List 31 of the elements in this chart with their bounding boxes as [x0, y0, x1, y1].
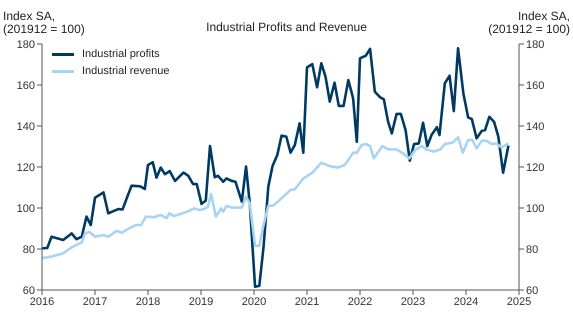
legend-label: Industrial profits: [82, 47, 160, 62]
y2-axis-title: Index SA, (201912 = 100): [488, 9, 570, 36]
x-tick-label: 2020: [242, 296, 266, 308]
y-tick-label: 100: [16, 202, 35, 215]
y-tick-label: 180: [16, 38, 35, 51]
y2-tick-label: 100: [526, 202, 544, 215]
y2-tick-label: 60: [526, 284, 538, 297]
y2-tick-label: 180: [526, 38, 544, 51]
y-tick-label: 120: [16, 162, 35, 174]
x-tick-label: 2024: [454, 296, 478, 308]
y2-tick-label: 160: [526, 80, 544, 92]
legend-label: Industrial revenue: [82, 64, 170, 79]
x-tick-label: 2025: [506, 296, 532, 308]
y-tick-label: 60: [22, 284, 35, 297]
y-axis-title: Index SA, (201912 = 100): [3, 9, 85, 36]
y2-tick-label: 140: [526, 120, 544, 133]
x-tick-label: 2021: [294, 296, 320, 308]
line-series: [42, 136, 510, 260]
x-tick-label: 2023: [400, 296, 426, 308]
x-tick-label: 2016: [30, 296, 54, 308]
chart-title: Industrial Profits and Revenue: [206, 20, 367, 34]
y2-tick-label: 80: [526, 244, 538, 256]
y2-tick-label: 120: [526, 162, 544, 174]
y-tick-label: 160: [16, 80, 35, 92]
y-tick-label: 80: [22, 244, 35, 256]
x-tick-label: 2017: [82, 296, 108, 308]
line-series: [42, 47, 510, 288]
x-tick-label: 2022: [348, 296, 372, 308]
x-tick-label: 2019: [188, 296, 214, 308]
y-tick-label: 140: [16, 120, 35, 133]
x-tick-label: 2018: [136, 296, 160, 308]
